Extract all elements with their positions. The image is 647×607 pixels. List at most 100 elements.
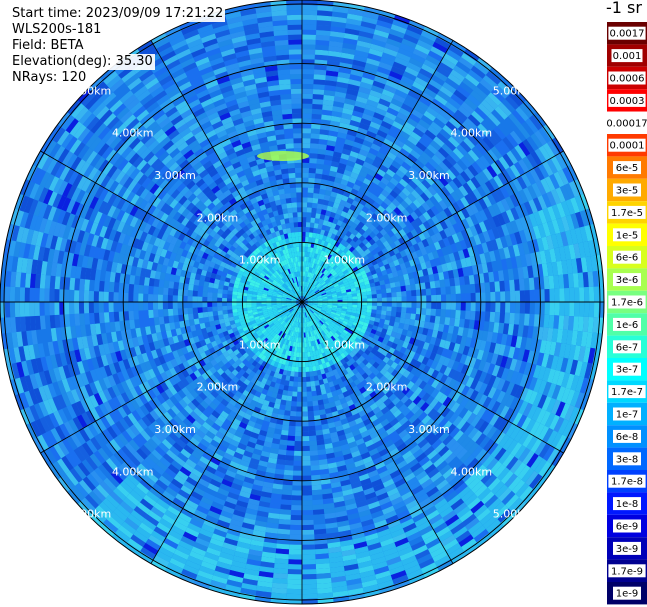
beta-cell [305,376,311,382]
beta-cell [556,328,564,344]
beta-cell [331,358,338,365]
beta-cell [501,490,516,506]
beta-cell [311,325,315,331]
beta-cell [302,554,316,560]
beta-cell [245,424,254,432]
beta-cell [333,339,340,346]
beta-cell [329,471,340,479]
beta-cell [275,463,285,470]
beta-cell [312,324,316,331]
beta-cell [497,418,508,432]
beta-cell [268,422,277,429]
beta-cell [392,500,406,511]
beta-cell [505,423,517,437]
beta-cell [528,377,538,391]
beta-cell [138,302,144,311]
beta-cell [285,375,291,382]
beta-cell [380,418,390,428]
beta-cell [453,526,468,539]
beta-cell [349,357,356,365]
beta-cell [561,372,570,388]
beta-cell [304,307,307,313]
beta-cell [259,496,271,503]
beta-cell [463,424,475,437]
beta-cell [486,426,498,439]
beta-cell [193,579,211,590]
beta-cell [465,517,480,531]
beta-cell [404,318,411,325]
beta-cell [489,311,496,323]
beta-cell [325,333,331,339]
beta-cell [309,351,314,357]
beta-cell [290,331,295,337]
beta-cell [315,424,323,431]
beta-cell [332,352,338,359]
beta-cell [592,317,599,334]
beta-cell [296,347,300,353]
beta-cell [587,347,596,364]
beta-cell [329,561,344,569]
beta-cell [214,565,231,575]
beta-cell [346,582,363,591]
beta-cell [288,425,296,432]
beta-cell [337,320,343,325]
beta-cell [366,410,376,419]
beta-cell [386,487,399,497]
beta-cell [469,310,476,321]
beta-cell [403,559,419,571]
beta-cell [417,411,428,422]
beta-cell [421,392,431,403]
beta-cell [103,281,110,292]
beta-cell [454,318,461,327]
beta-cell [464,355,472,367]
beta-cell [332,305,338,308]
beta-cell [143,310,149,319]
beta-cell [404,335,411,344]
beta-cell [304,342,307,348]
beta-cell [478,360,486,372]
beta-cell [358,368,366,376]
beta-cell [312,302,318,304]
beta-cell [173,281,180,289]
beta-cell [431,379,440,389]
beta-cell [492,376,502,389]
beta-cell [428,490,442,502]
beta-cell [276,418,284,425]
beta-cell [590,332,598,349]
beta-cell [298,307,301,313]
beta-cell [439,506,454,519]
beta-cell [529,338,537,352]
beta-cell [222,289,228,295]
beta-cell [522,349,530,363]
beta-cell [389,417,399,427]
beta-cell [309,376,315,382]
beta-cell [177,308,184,316]
beta-cell [365,369,373,377]
beta-cell [316,439,325,446]
beta-cell [275,548,290,555]
beta-cell [357,468,368,477]
beta-cell [439,464,452,476]
beta-cell [379,332,386,339]
beta-cell [330,406,338,413]
beta-cell [302,514,314,521]
beta-cell [163,316,170,324]
beta-cell [252,427,261,435]
beta-cell [388,430,399,440]
beta-cell [515,336,523,349]
beta-cell [467,427,479,440]
beta-cell [399,550,415,561]
beta-cell [246,299,252,302]
beta-cell [531,351,540,365]
beta-cell [503,407,514,421]
beta-cell [560,357,569,373]
beta-cell [461,385,470,397]
beta-cell [290,524,302,530]
beta-cell [494,431,506,445]
beta-cell [298,317,301,323]
beta-cell [113,311,120,322]
beta-cell [296,312,299,318]
beta-cell [276,362,282,369]
beta-cell [324,517,337,524]
beta-cell [348,471,359,480]
